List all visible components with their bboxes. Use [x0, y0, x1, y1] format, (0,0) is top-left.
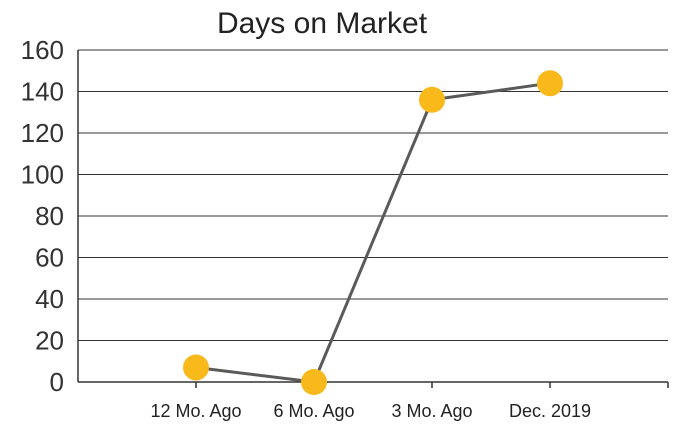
y-tick-label-40: 40	[35, 284, 64, 314]
x-tick-label-0: 12 Mo. Ago	[150, 401, 241, 421]
y-tick-label-140: 140	[21, 77, 64, 107]
y-tick-label-100: 100	[21, 160, 64, 190]
y-tick-label-20: 20	[35, 326, 64, 356]
axes	[77, 50, 669, 388]
y-axis-tick-labels: 0 20 40 60 80 100 120 140 160	[21, 35, 64, 397]
x-tick-label-1: 6 Mo. Ago	[273, 401, 354, 421]
y-tick-label-0: 0	[50, 367, 64, 397]
data-point-0	[183, 354, 209, 381]
x-tick-label-3: Dec. 2019	[509, 401, 591, 421]
x-axis-tick-labels: 12 Mo. Ago 6 Mo. Ago 3 Mo. Ago Dec. 2019	[150, 401, 591, 421]
y-tick-label-160: 160	[21, 35, 64, 65]
gridlines	[78, 49, 668, 341]
y-tick-label-60: 60	[35, 243, 64, 273]
data-point-1	[301, 369, 327, 395]
series	[183, 70, 563, 395]
chart-title: Days on Market	[217, 7, 428, 40]
data-point-2	[419, 86, 445, 113]
data-point-3	[537, 70, 563, 97]
y-tick-label-80: 80	[35, 201, 64, 231]
series-line-0	[195, 81, 551, 384]
x-tick-label-2: 3 Mo. Ago	[391, 401, 472, 421]
y-tick-label-120: 120	[21, 118, 64, 148]
